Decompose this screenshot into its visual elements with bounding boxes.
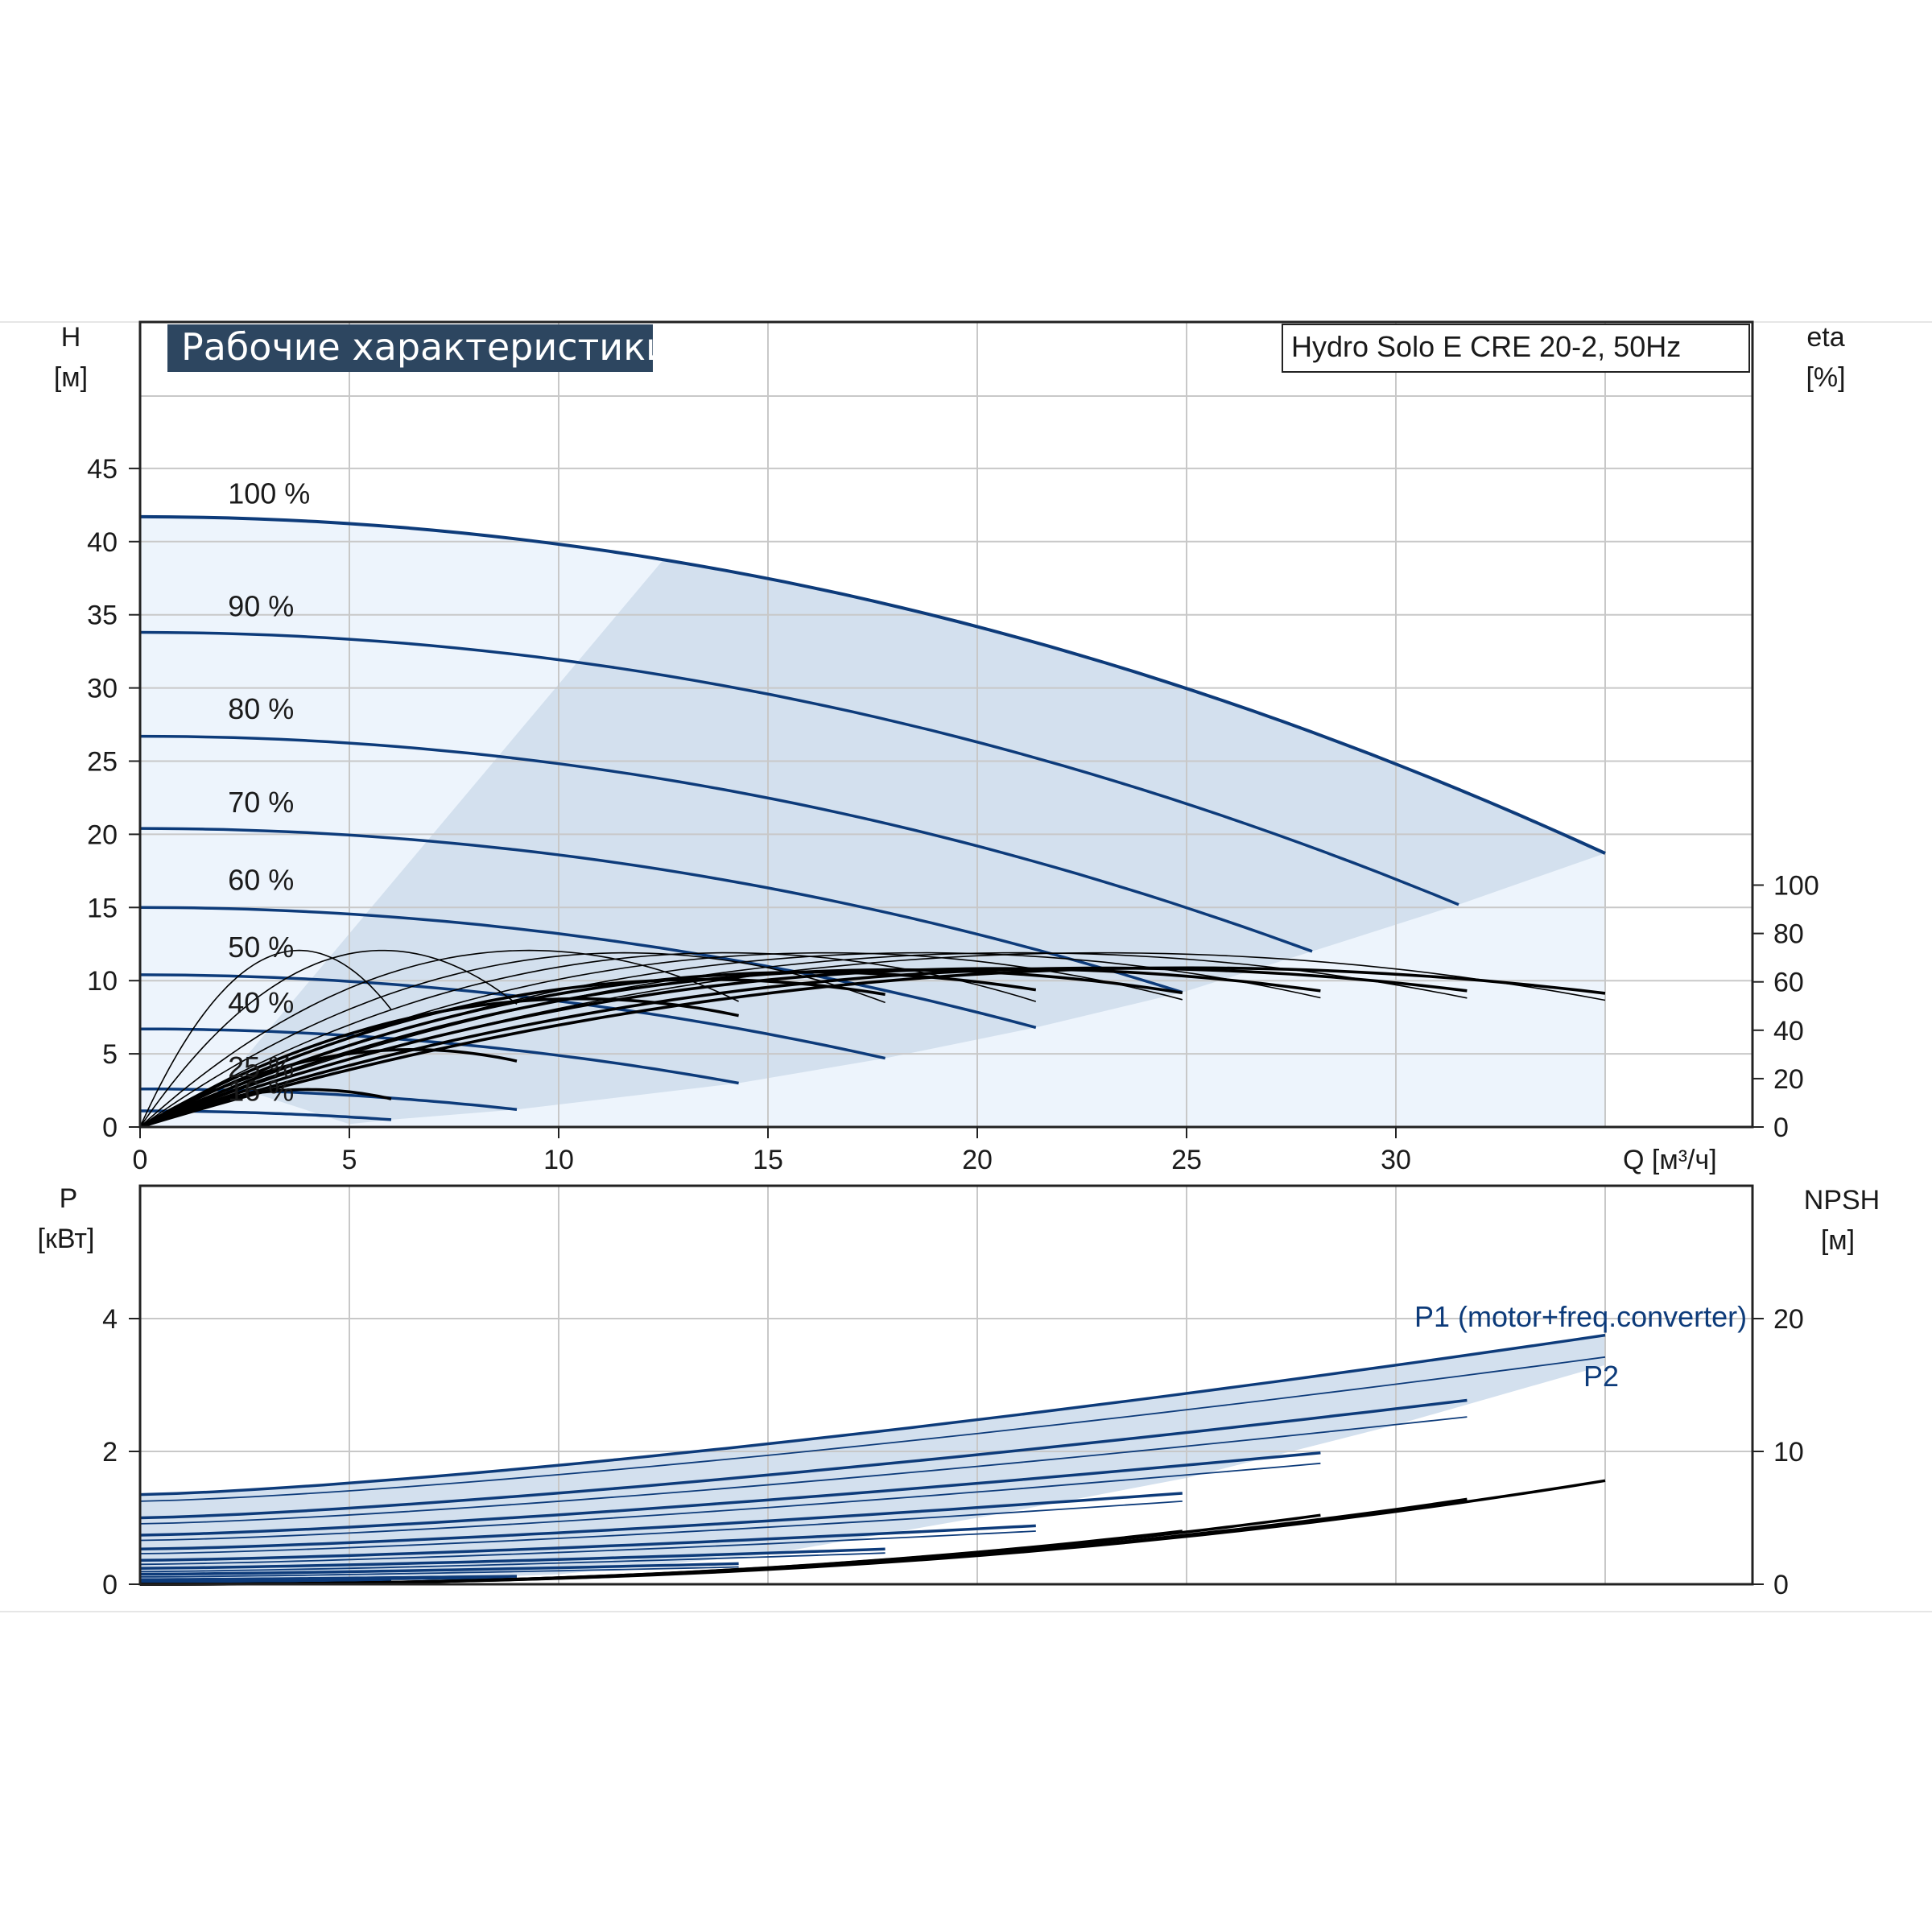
p1-curve-4 xyxy=(139,1524,1036,1563)
head-curve-90 xyxy=(139,630,1459,906)
eta-thin-curve-4 xyxy=(139,952,1037,1128)
head-curve-70 xyxy=(139,827,1183,994)
p1-curve-6 xyxy=(139,1562,739,1576)
y-axis-unit: [м] xyxy=(54,362,88,393)
speed-label-4: 60 % xyxy=(228,863,294,896)
p1-series-label: P1 (motor+freq.converter) xyxy=(1414,1300,1747,1333)
power-range-fill xyxy=(140,1335,1605,1584)
y-tick-label: 25 xyxy=(87,747,118,778)
x-axis-label: Q [м³/ч] xyxy=(1623,1145,1717,1175)
p2-curve-0 xyxy=(139,1356,1606,1502)
p2-series-label: P2 xyxy=(1583,1360,1619,1393)
y2-tick-label: 40 xyxy=(1773,1016,1804,1046)
p-axis-label: P xyxy=(60,1183,78,1214)
y2-axis-unit: [%] xyxy=(1806,362,1845,393)
x-tick-label: 10 xyxy=(543,1145,574,1175)
eta-curve-7 xyxy=(139,966,1468,1129)
power-plot-frame xyxy=(138,1184,1754,1586)
model-label: Hydro Solo E CRE 20-2, 50Hz xyxy=(1291,330,1681,363)
x-tick-label: 25 xyxy=(1171,1145,1202,1175)
p2-curve-2 xyxy=(139,1462,1321,1542)
p2-curve-5 xyxy=(139,1552,886,1573)
p-tick-label: 4 xyxy=(102,1304,118,1335)
x-tick-label: 20 xyxy=(962,1145,993,1175)
speed-label-3: 70 % xyxy=(228,786,294,819)
chart-title: Рабочие характеристики xyxy=(181,325,670,369)
y2-tick-label: 60 xyxy=(1773,968,1804,998)
npsh-tick-label: 10 xyxy=(1773,1437,1804,1468)
y-tick-label: 30 xyxy=(87,674,118,704)
y2-tick-label: 20 xyxy=(1773,1064,1804,1095)
speed-label-8: 16 % xyxy=(228,1074,294,1107)
y-tick-label: 15 xyxy=(87,893,118,923)
x-tick-label: 30 xyxy=(1381,1145,1411,1175)
p-axis-unit: [кВт] xyxy=(38,1224,95,1254)
head-curve-60 xyxy=(139,906,1037,1030)
y-tick-label: 40 xyxy=(87,527,118,558)
p1-curve-0 xyxy=(139,1333,1606,1496)
eta-thin-curve-7 xyxy=(139,952,1468,1128)
y-tick-label: 5 xyxy=(102,1039,118,1070)
p2-curve-4 xyxy=(139,1530,1036,1566)
p2-curve-1 xyxy=(139,1416,1468,1525)
npsh-axis-label: NPSH xyxy=(1804,1185,1880,1216)
speed-label-2: 80 % xyxy=(228,692,294,725)
y-tick-label: 10 xyxy=(87,966,118,997)
power-npsh-panel: 0 2 4 0 10 20 P [кВт] NPSH [м] P1 (motor+freq… xyxy=(38,1183,1880,1600)
npsh-axis-unit: [м] xyxy=(1821,1225,1855,1256)
y2-tick-label: 80 xyxy=(1773,919,1804,950)
y-axis-label: H xyxy=(61,322,81,353)
npsh-tick-label: 0 xyxy=(1773,1570,1789,1600)
p1-curve-1 xyxy=(139,1398,1468,1520)
p-tick-label: 2 xyxy=(102,1437,118,1468)
p2-curve-3 xyxy=(139,1501,1183,1554)
p1-curve-3 xyxy=(139,1492,1183,1551)
eta-thin-curve-2 xyxy=(139,949,739,1128)
speed-label-7: 25 % xyxy=(228,1051,294,1084)
model-box xyxy=(1282,324,1750,373)
y2-tick-label: 100 xyxy=(1773,871,1819,902)
p1-curve-7 xyxy=(140,1575,518,1581)
y-tick-label: 35 xyxy=(87,601,118,631)
y2-tick-label: 0 xyxy=(1773,1113,1789,1143)
operating-range-dark-fill xyxy=(224,559,1605,1125)
y2-axis-label: eta xyxy=(1806,322,1844,353)
p1-curve-2 xyxy=(139,1451,1321,1537)
head-curve-100 xyxy=(139,514,1606,855)
eta-curve-8 xyxy=(139,966,1606,1129)
eta-thin-curve-3 xyxy=(139,952,886,1128)
p2-curve-6 xyxy=(139,1566,739,1578)
eta-thin-curve-0 xyxy=(139,949,392,1128)
p-tick-label: 0 xyxy=(102,1570,118,1600)
y-tick-label: 45 xyxy=(87,454,118,485)
y-tick-label: 0 xyxy=(102,1113,118,1143)
speed-label-0: 100 % xyxy=(228,477,310,510)
speed-label-5: 50 % xyxy=(228,931,294,964)
npsh-tick-label: 20 xyxy=(1773,1304,1804,1335)
head-plot-frame xyxy=(138,320,1754,1129)
p2-curve-7 xyxy=(140,1577,518,1582)
head-curve-25 xyxy=(140,1087,518,1111)
x-tick-label: 5 xyxy=(342,1145,357,1175)
x-tick-label: 15 xyxy=(753,1145,783,1175)
x-tick-label: 0 xyxy=(133,1145,148,1175)
speed-label-6: 40 % xyxy=(228,986,294,1019)
eta-curve-4 xyxy=(139,970,1037,1129)
y-tick-label: 20 xyxy=(87,819,118,850)
chart-title-box xyxy=(167,324,653,372)
head-curve-80 xyxy=(139,734,1313,953)
eta-thin-curve-1 xyxy=(139,949,518,1128)
speed-label-1: 90 % xyxy=(228,590,294,623)
eta-curve-6 xyxy=(139,967,1321,1129)
p1-curve-5 xyxy=(139,1547,886,1570)
head-efficiency-panel: 0 5 10 15 20 25 30 35 40 45 0 5 10 15 20 25 30 0 20 40 60 80 1… xyxy=(54,320,1846,1175)
